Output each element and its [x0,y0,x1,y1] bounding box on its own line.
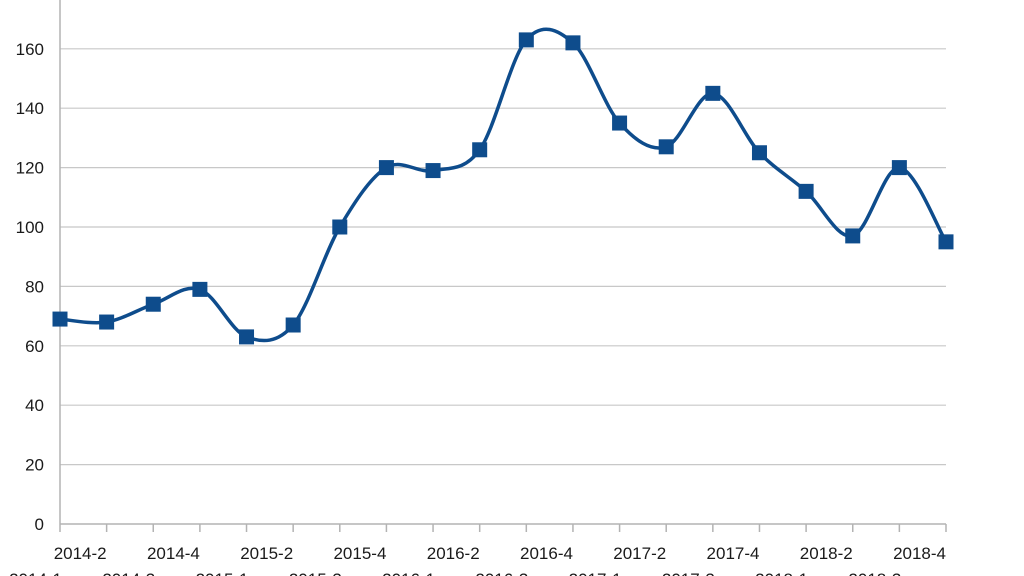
x-tick-label: 2017-4 [707,544,760,563]
x-tick-label: 2015-3 [289,570,342,576]
y-tick-label: 120 [16,159,44,178]
x-tick-label: 2014-2 [54,544,107,563]
y-tick-label: 40 [25,396,44,415]
x-tick-label: 2017-2 [613,544,666,563]
data-point [658,139,674,155]
data-point [239,329,255,345]
data-point [938,234,954,250]
data-point [845,228,861,244]
x-tick-label: 2018-1 [755,570,808,576]
y-tick-label: 20 [25,456,44,475]
data-point [99,314,115,330]
x-tick-label: 2016-1 [382,570,435,576]
data-point [705,85,721,101]
y-tick-label: 0 [35,515,44,534]
data-point [425,163,441,179]
x-tick-label: 2014-1 [9,570,62,576]
data-point [798,183,814,199]
data-point [565,35,581,51]
data-point [891,160,907,176]
data-point [285,317,301,333]
x-tick-label: 2015-2 [240,544,293,563]
x-tick-label: 2014-4 [147,544,200,563]
data-point [518,32,534,48]
data-point [52,311,68,327]
x-tick-label: 2016-2 [427,544,480,563]
data-point [145,296,161,312]
y-tick-label: 100 [16,218,44,237]
x-tick-label: 2017-3 [662,570,715,576]
y-axis: 020406080100120140160180 [16,40,44,534]
x-tick-label: 2018-4 [893,544,946,563]
data-point [751,145,767,161]
x-tick-label: 2018-2 [800,544,853,563]
x-tick-label: 2016-3 [475,570,528,576]
x-axis: 2014-1 2014-2 2014-3 2014-4 2015-1 2015-2 2015… [9,524,947,576]
y-tick-label: 140 [16,99,44,118]
y-tick-label: 60 [25,337,44,356]
x-tick-label: 2018-3 [848,570,901,576]
data-point [192,281,208,297]
data-point [378,160,394,176]
series-layer [52,27,954,345]
y-tick-label: 80 [25,277,44,296]
data-point [332,219,348,235]
grid-lines [59,0,946,525]
x-tick-label: 2017-1 [569,570,622,576]
x-tick-label: 2015-1 [196,570,249,576]
y-tick-label: 160 [16,40,44,59]
x-tick-label: 2016-4 [520,544,573,563]
data-point [472,142,488,158]
x-tick-label: 2015-4 [333,544,386,563]
data-point [612,115,628,131]
x-tick-label: 2014-3 [102,570,155,576]
